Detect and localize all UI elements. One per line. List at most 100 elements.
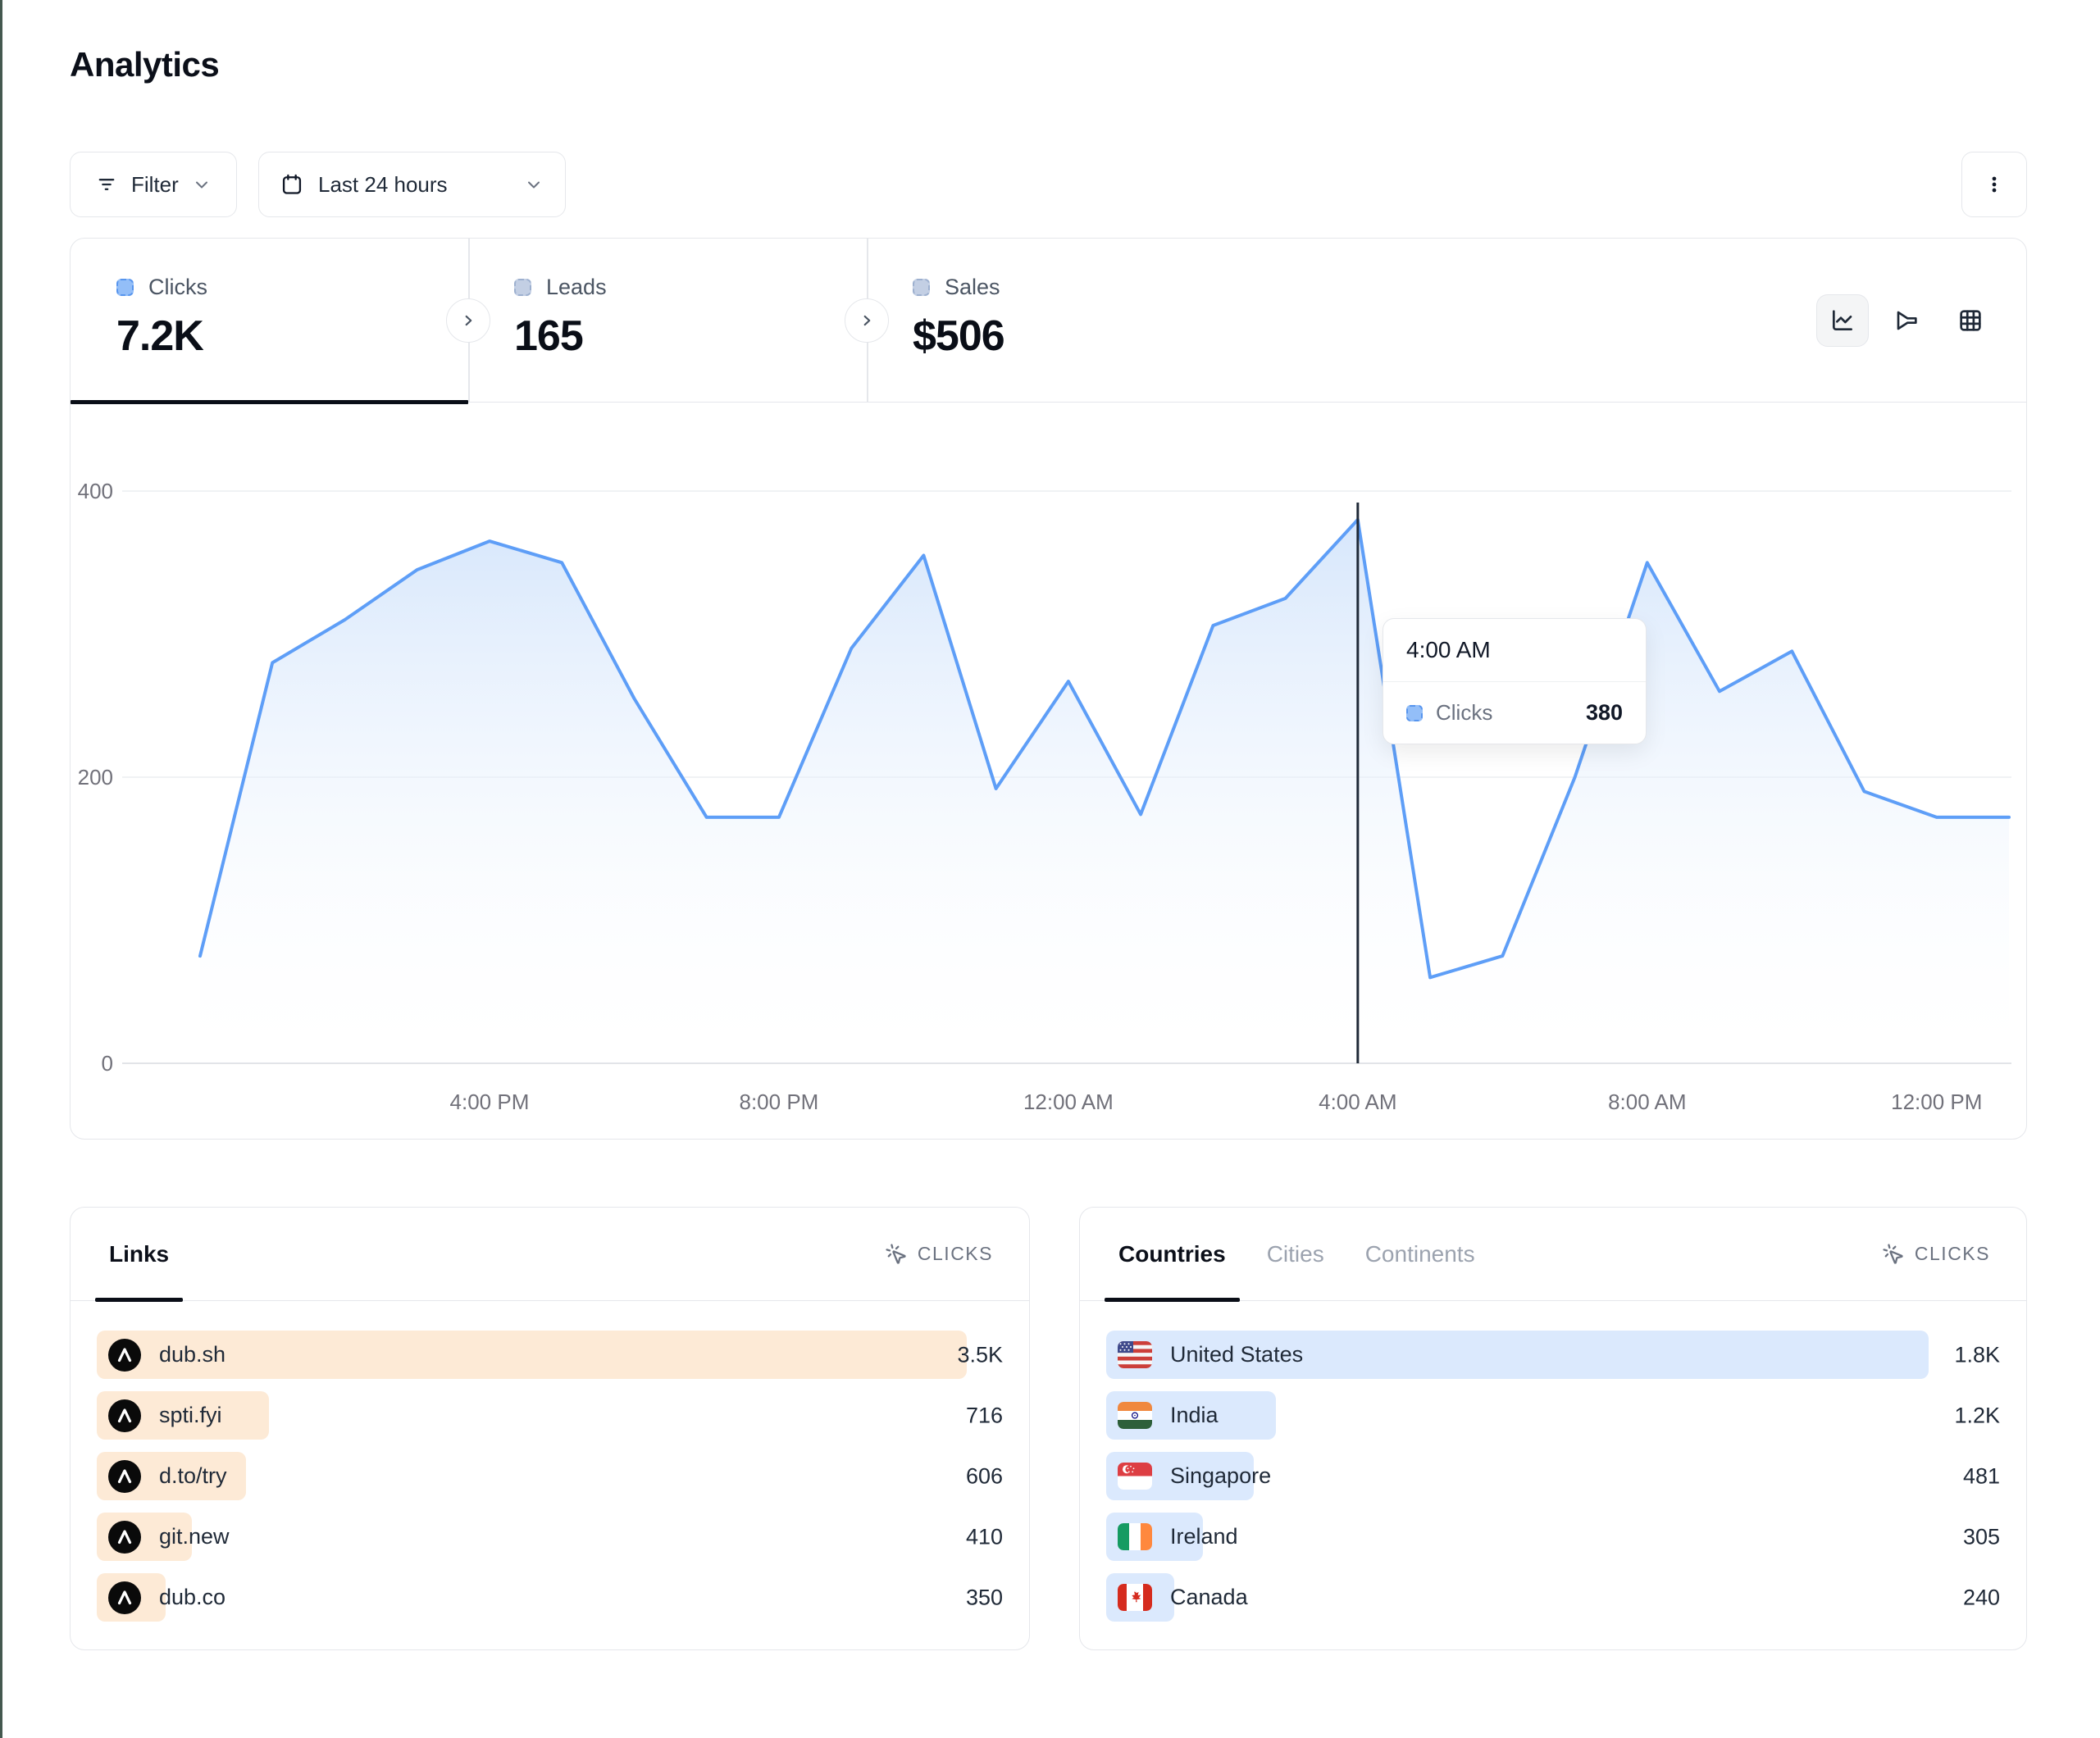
- clicks-swatch-icon: [1406, 704, 1423, 721]
- sales-swatch-icon: [913, 279, 930, 296]
- x-axis-tick: 4:00 AM: [1319, 1090, 1396, 1114]
- data-row-united-states[interactable]: United States 1.8K: [1106, 1331, 2000, 1379]
- data-row-git-new[interactable]: git.new 410: [97, 1513, 1003, 1561]
- row-content: d.to/try: [97, 1452, 1003, 1500]
- active-tab-underline: [95, 1298, 184, 1302]
- stat-tab-strip: Clicks 7.2K Leads 165 Sales $506: [71, 239, 2026, 404]
- cursor-click-icon: [885, 1243, 908, 1266]
- countries-tab-countries[interactable]: Countries: [1105, 1208, 1240, 1302]
- links-metric-label: CLICKS: [885, 1243, 993, 1266]
- x-axis-tick: 8:00 PM: [740, 1090, 819, 1114]
- chart-tooltip: 4:00 AM Clicks 380: [1383, 618, 1647, 744]
- filter-button[interactable]: Filter: [70, 152, 237, 217]
- more-options-button[interactable]: [1961, 152, 2027, 217]
- y-axis-tick: 0: [102, 1051, 113, 1076]
- countries-tab-cities[interactable]: Cities: [1253, 1208, 1338, 1300]
- stat-value: $506: [913, 312, 1005, 360]
- row-value: 410: [965, 1524, 1003, 1549]
- expand-metric-button[interactable]: [446, 298, 490, 343]
- date-range-button[interactable]: Last 24 hours: [258, 152, 566, 217]
- expand-metric-button[interactable]: [845, 298, 889, 343]
- row-value: 1.2K: [1954, 1403, 2000, 1427]
- chart-line-icon: [1829, 307, 1856, 334]
- row-content: git.new: [97, 1513, 1003, 1561]
- countries-metric-label: CLICKS: [1882, 1243, 1990, 1266]
- chart-view-switcher: [1816, 293, 1997, 347]
- data-row-singapore[interactable]: Singapore 481: [1106, 1452, 2000, 1500]
- data-row-india[interactable]: India 1.2K: [1106, 1391, 2000, 1440]
- data-row-ireland[interactable]: Ireland 305: [1106, 1513, 2000, 1561]
- clicks-swatch-icon: [116, 279, 134, 296]
- tab-label: Continents: [1364, 1240, 1475, 1267]
- funnel-icon: [1893, 307, 1920, 334]
- filter-bars-icon: [95, 173, 118, 196]
- row-value: 481: [1962, 1463, 2000, 1488]
- data-row-dub-sh[interactable]: dub.sh 3.5K: [97, 1331, 1003, 1379]
- row-label: Ireland: [1170, 1524, 1238, 1549]
- row-label: spti.fyi: [159, 1403, 222, 1427]
- date-range-label: Last 24 hours: [318, 171, 448, 197]
- window-edge-strip: [0, 0, 2, 1738]
- active-tab-underline: [1105, 1298, 1240, 1302]
- tooltip-row: Clicks 380: [1383, 682, 1646, 744]
- links-panel-header: Links CLICKS: [71, 1208, 1029, 1302]
- row-content: dub.co: [97, 1573, 1003, 1622]
- table-view-button[interactable]: [1944, 294, 1997, 347]
- row-label: d.to/try: [159, 1463, 227, 1488]
- tooltip-time: 4:00 AM: [1383, 619, 1646, 682]
- data-row-canada[interactable]: Canada 240: [1106, 1573, 2000, 1622]
- us-flag-icon: [1118, 1341, 1152, 1368]
- countries-tab-continents[interactable]: Continents: [1351, 1208, 1489, 1300]
- line-chart-view-button[interactable]: [1816, 293, 1869, 347]
- x-axis-tick: 4:00 PM: [450, 1090, 530, 1114]
- row-label: India: [1170, 1403, 1219, 1427]
- stat-value: 7.2K: [116, 312, 204, 360]
- data-row-d-to-try[interactable]: d.to/try 606: [97, 1452, 1003, 1500]
- clicks-chart[interactable]: 0 200 400 4:00 PM 8:00 PM 12:00 AM 4:00 AM 8:00…: [71, 403, 2026, 1139]
- dub-logo-icon: [108, 1520, 141, 1554]
- row-label: dub.sh: [159, 1342, 226, 1367]
- in-flag-icon: [1118, 1402, 1152, 1429]
- row-value: 1.8K: [1954, 1342, 2000, 1367]
- row-content: India: [1106, 1391, 2000, 1440]
- funnel-view-button[interactable]: [1880, 294, 1933, 347]
- row-label: git.new: [159, 1524, 230, 1549]
- tab-label: Cities: [1266, 1240, 1324, 1267]
- countries-panel-header: Countries Cities Continents CLICKS: [1080, 1208, 2026, 1302]
- cursor-click-icon: [1882, 1243, 1905, 1266]
- row-value: 305: [1962, 1524, 2000, 1549]
- tab-label: Countries: [1118, 1240, 1226, 1267]
- area-fill: [200, 519, 2009, 1063]
- filter-button-label: Filter: [131, 171, 179, 197]
- chevron-down-icon: [524, 175, 544, 194]
- dub-logo-icon: [108, 1338, 141, 1372]
- row-value: 350: [965, 1585, 1003, 1609]
- stat-tab-sales[interactable]: Sales $506: [867, 239, 1265, 403]
- row-value: 240: [1962, 1585, 2000, 1609]
- x-axis-tick: 8:00 AM: [1608, 1090, 1686, 1114]
- data-row-spti-fyi[interactable]: spti.fyi 716: [97, 1391, 1003, 1440]
- links-metric-text: CLICKS: [917, 1243, 993, 1264]
- stat-label: Clicks: [148, 275, 207, 299]
- page-content: Analytics Filter Last 24 hours: [70, 0, 2027, 1738]
- data-row-dub-co[interactable]: dub.co 350: [97, 1573, 1003, 1622]
- row-content: Ireland: [1106, 1513, 2000, 1561]
- stat-value: 165: [514, 312, 584, 360]
- row-label: dub.co: [159, 1585, 226, 1609]
- row-label: Singapore: [1170, 1463, 1272, 1488]
- tooltip-value: 380: [1585, 700, 1623, 725]
- stat-tab-clicks[interactable]: Clicks 7.2K: [71, 239, 468, 404]
- grid-icon: [1957, 307, 1984, 334]
- area-chart-svg: 0 200 400 4:00 PM 8:00 PM 12:00 AM 4:00 AM 8:00…: [78, 479, 2011, 1114]
- row-content: Canada: [1106, 1573, 2000, 1622]
- toolbar: Filter Last 24 hours: [70, 152, 2027, 217]
- row-label: Canada: [1170, 1585, 1248, 1609]
- row-content: dub.sh: [97, 1331, 1003, 1379]
- sg-flag-icon: [1118, 1463, 1152, 1490]
- stat-label: Sales: [945, 275, 1000, 299]
- x-axis-tick: 12:00 PM: [1891, 1090, 1982, 1114]
- value-bar: [1106, 1331, 1929, 1379]
- stat-tab-leads[interactable]: Leads 165: [468, 239, 867, 403]
- links-tab-links[interactable]: Links: [95, 1208, 184, 1302]
- dub-logo-icon: [108, 1581, 141, 1614]
